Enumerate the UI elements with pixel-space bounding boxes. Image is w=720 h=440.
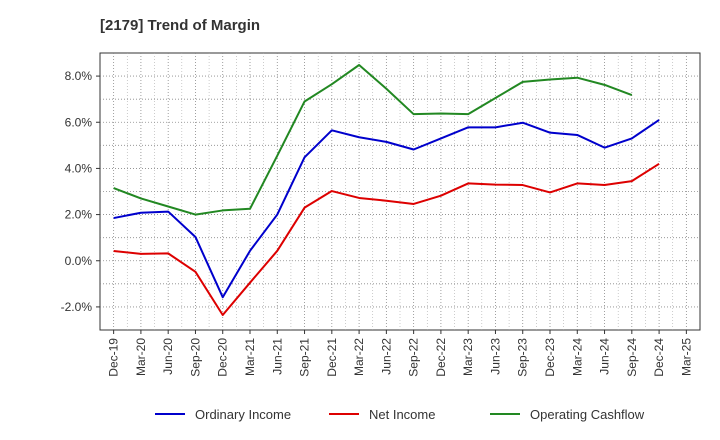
x-tick-label: Dec-24 <box>652 338 666 377</box>
x-tick-label: Dec-21 <box>325 338 339 377</box>
x-tick-label: Dec-20 <box>216 338 230 377</box>
y-tick-label: -2.0% <box>61 300 93 314</box>
x-tick-label: Jun-22 <box>379 338 393 375</box>
legend-label-ordinary-income: Ordinary Income <box>195 407 291 422</box>
x-tick-label: Mar-24 <box>570 338 584 376</box>
y-tick-label: 2.0% <box>65 208 93 222</box>
y-tick-label: 8.0% <box>65 69 93 83</box>
x-tick-label: Dec-23 <box>543 338 557 377</box>
x-tick-label: Jun-21 <box>270 338 284 375</box>
y-tick-label: 6.0% <box>65 115 93 129</box>
x-tick-label: Jun-24 <box>598 338 612 375</box>
x-tick-label: Mar-22 <box>352 338 366 376</box>
x-tick-label: Sep-22 <box>407 338 421 377</box>
x-tick-label: Jun-23 <box>488 338 502 375</box>
legend: Ordinary Income Net Income Operating Cashf… <box>155 407 645 422</box>
grid-lines <box>100 53 700 330</box>
x-tick-label: Mar-20 <box>134 338 148 376</box>
y-tick-label: 0.0% <box>65 254 93 268</box>
x-tick-label: Sep-23 <box>516 338 530 377</box>
series-line-operating-cashflow <box>113 64 633 216</box>
series-layer <box>113 64 660 316</box>
y-tick-label: 4.0% <box>65 161 93 175</box>
x-tick-label: Mar-25 <box>679 338 693 376</box>
x-tick-label: Mar-21 <box>243 338 257 376</box>
series-line-net-income <box>113 162 660 316</box>
x-tick-label: Sep-20 <box>188 338 202 377</box>
x-tick-label: Dec-19 <box>107 338 121 377</box>
x-tick-label: Jun-20 <box>161 338 175 375</box>
legend-label-net-income: Net Income <box>369 407 435 422</box>
series-line-ordinary-income <box>113 119 660 299</box>
x-tick-label: Sep-21 <box>298 338 312 377</box>
x-axis: Dec-19 Mar-20 Jun-20 Sep-20 Dec-20 Mar-21 Jun-… <box>107 330 693 377</box>
chart-title: [2179] Trend of Margin <box>100 17 260 34</box>
legend-label-operating-cashflow: Operating Cashflow <box>530 407 645 422</box>
x-tick-label: Mar-23 <box>461 338 475 376</box>
x-tick-label: Dec-22 <box>434 338 448 377</box>
x-tick-label: Sep-24 <box>625 338 639 377</box>
y-axis: -2.0% 0.0% 2.0% 4.0% 6.0% 8.0% <box>61 69 100 314</box>
